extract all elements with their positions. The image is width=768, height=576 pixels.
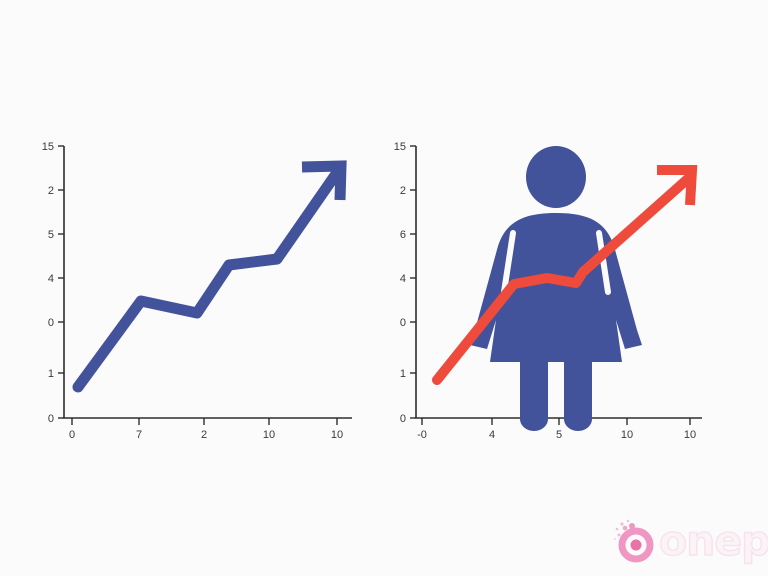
left-y-tick-label-2: 5 xyxy=(48,229,54,241)
right-x-ticks xyxy=(421,418,691,425)
right-trend-line xyxy=(432,171,696,385)
left-x-tick-label-4: 10 xyxy=(331,429,343,441)
right-y-tick-label-5: 1 xyxy=(400,368,406,380)
left-y-tick-label-4: 0 xyxy=(48,317,54,329)
left-axes xyxy=(63,146,352,419)
right-x-tick-label-4: 10 xyxy=(684,429,696,441)
right-chart-svg: 15 2 6 4 0 1 0 -0 4 5 10 10 xyxy=(394,141,702,441)
left-y-tick-label-5: 1 xyxy=(48,368,54,380)
left-y-tick-label-1: 2 xyxy=(48,185,54,197)
left-x-tick-label-2: 2 xyxy=(201,429,207,441)
left-x-ticks xyxy=(71,418,338,425)
female-figure-icon xyxy=(470,146,642,431)
left-chart-panel: 15 2 5 4 0 1 0 0 7 2 10 10 xyxy=(42,141,352,441)
right-y-tick-label-4: 0 xyxy=(400,317,406,329)
right-y-tick-label-6: 0 xyxy=(400,413,406,425)
left-y-tick-label-3: 4 xyxy=(48,273,54,285)
left-chart-svg: 15 2 5 4 0 1 0 0 7 2 10 10 xyxy=(42,141,352,441)
left-trend-line xyxy=(72,168,342,393)
right-arrow-head-icon xyxy=(657,165,698,206)
right-y-tick-label-2: 6 xyxy=(400,229,406,241)
right-y-ticks xyxy=(410,145,416,419)
figure-right-arm-gap xyxy=(596,230,611,295)
right-y-tick-label-1: 2 xyxy=(400,185,406,197)
watermark: onepo xyxy=(612,515,768,567)
onepo-ring-logo-icon xyxy=(614,519,654,563)
right-x-tick-label-1: 4 xyxy=(489,429,495,441)
right-x-tick-label-0: -0 xyxy=(417,429,427,441)
figure-right-foot-icon xyxy=(564,407,592,431)
watermark-text: onepo xyxy=(658,516,768,565)
figure-left-foot-icon xyxy=(520,407,548,431)
right-x-tick-label-3: 10 xyxy=(621,429,633,441)
right-y-tick-label-3: 4 xyxy=(400,273,406,285)
left-y-tick-label-6: 0 xyxy=(48,413,54,425)
left-arrow-head-icon xyxy=(301,160,347,201)
right-y-tick-label-0: 15 xyxy=(394,141,406,153)
figure-head-icon xyxy=(526,146,586,208)
left-x-tick-label-3: 10 xyxy=(263,429,275,441)
right-x-tick-label-2: 5 xyxy=(556,429,562,441)
left-y-ticks xyxy=(58,145,64,419)
right-chart-panel: 15 2 6 4 0 1 0 -0 4 5 10 10 xyxy=(384,0,768,576)
left-y-tick-label-0: 15 xyxy=(42,141,54,153)
figure-dress-icon xyxy=(470,213,642,362)
left-x-tick-label-1: 7 xyxy=(136,429,142,441)
left-x-tick-label-0: 0 xyxy=(69,429,75,441)
figure-left-arm-gap xyxy=(501,230,516,295)
